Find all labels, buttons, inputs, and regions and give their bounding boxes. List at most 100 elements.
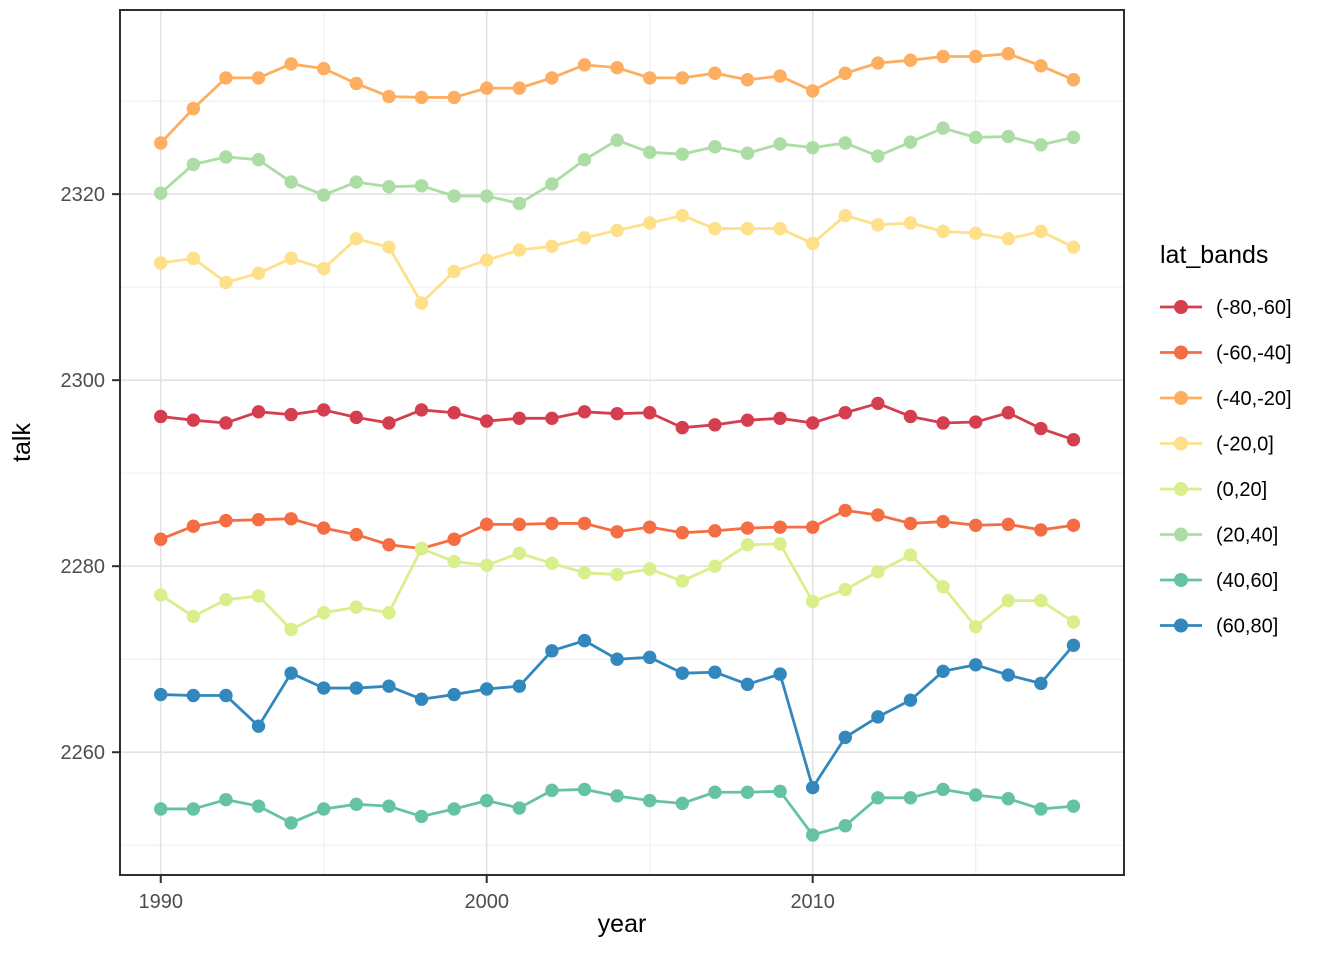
legend-item: (20,40]	[1160, 525, 1278, 547]
series-point-2	[871, 56, 885, 70]
series-point-4	[545, 556, 559, 571]
series-point-1	[773, 520, 787, 534]
series-point-6	[1066, 799, 1081, 813]
series-point-0	[1066, 433, 1081, 447]
series-point-5	[186, 157, 201, 172]
series-point-0	[936, 416, 950, 430]
series-point-4	[740, 538, 755, 552]
series-point-0	[577, 405, 592, 419]
legend-item-label: (-60,-40]	[1216, 343, 1292, 365]
series-point-3	[447, 264, 461, 279]
series-point-1	[219, 513, 233, 528]
series-point-6	[545, 783, 559, 798]
series-point-4	[1034, 593, 1048, 608]
series-point-7	[773, 667, 787, 681]
series-point-4	[903, 548, 918, 562]
series-point-6	[382, 799, 396, 813]
legend-item-label: (60,80]	[1216, 616, 1278, 638]
series-point-2	[968, 49, 983, 64]
series-point-7	[643, 650, 657, 665]
series-point-1	[480, 517, 494, 532]
series-point-4	[936, 579, 950, 594]
legend-item-label: (-40,-20]	[1216, 388, 1292, 410]
series-point-2	[773, 69, 787, 83]
series-point-3	[968, 226, 983, 240]
series-point-7	[317, 681, 331, 695]
series-point-5	[838, 136, 852, 150]
series-point-0	[740, 413, 755, 427]
series-point-1	[577, 516, 592, 531]
series-point-3	[545, 239, 559, 253]
legend-item: (-20,0]	[1160, 434, 1274, 456]
series-point-1	[903, 516, 918, 531]
series-point-4	[382, 606, 396, 620]
series-point-2	[740, 73, 755, 87]
series-point-6	[838, 819, 852, 833]
series-point-2	[1001, 47, 1015, 61]
series-point-4	[284, 622, 298, 637]
series-point-0	[480, 414, 494, 428]
legend-item: (0,20]	[1160, 479, 1267, 501]
series-point-0	[871, 396, 885, 411]
legend-item-label: (-80,-60]	[1216, 297, 1292, 319]
series-point-6	[1001, 792, 1015, 806]
series-point-1	[675, 526, 690, 540]
legend-key-point-icon	[1174, 436, 1188, 451]
series-point-3	[610, 223, 624, 238]
series-point-2	[838, 66, 852, 80]
series-point-1	[512, 517, 527, 532]
series-point-0	[284, 407, 298, 422]
legend-key-point-icon	[1174, 482, 1188, 496]
series-point-3	[643, 216, 657, 230]
series-point-7	[577, 633, 592, 648]
series-point-6	[936, 782, 950, 797]
series-point-3	[1001, 232, 1015, 246]
x-tick-label: 1990	[138, 891, 183, 913]
series-point-7	[414, 692, 429, 706]
series-point-6	[773, 784, 787, 798]
series-point-1	[251, 512, 266, 527]
series-point-1	[1066, 518, 1081, 532]
series-point-5	[610, 133, 624, 147]
series-point-3	[577, 231, 592, 245]
series-point-4	[805, 594, 820, 609]
series-point-0	[903, 409, 918, 424]
series-point-7	[186, 688, 201, 703]
legend-key-point-icon	[1174, 300, 1188, 314]
series-point-6	[251, 799, 266, 813]
series-point-6	[1034, 802, 1048, 816]
series-point-2	[512, 81, 527, 95]
panel-background	[120, 10, 1124, 875]
series-point-1	[186, 519, 201, 533]
series-point-5	[773, 137, 787, 151]
series-point-4	[643, 562, 657, 576]
series-point-2	[284, 57, 298, 71]
series-point-0	[512, 411, 527, 426]
series-point-4	[154, 588, 168, 602]
series-point-2	[610, 60, 624, 75]
series-point-2	[577, 58, 592, 72]
legend-item: (-60,-40]	[1160, 343, 1292, 365]
series-point-4	[1001, 593, 1015, 608]
series-point-2	[675, 71, 690, 85]
x-tick-label: 2000	[464, 891, 509, 913]
series-point-3	[414, 296, 429, 310]
series-point-0	[773, 411, 787, 426]
series-point-5	[1001, 129, 1015, 144]
series-point-5	[251, 153, 266, 167]
series-point-3	[903, 216, 918, 230]
series-point-1	[610, 525, 624, 539]
legend-key-point-icon	[1174, 618, 1188, 633]
series-point-2	[317, 61, 331, 76]
series-point-6	[740, 785, 755, 799]
series-point-6	[805, 828, 820, 842]
series-point-6	[903, 791, 918, 805]
series-point-5	[284, 175, 298, 189]
series-point-5	[1066, 130, 1081, 145]
series-point-5	[545, 177, 559, 191]
series-point-0	[414, 403, 429, 417]
series-point-4	[773, 537, 787, 551]
series-point-5	[154, 186, 168, 200]
series-point-1	[708, 524, 722, 538]
series-point-4	[512, 546, 527, 560]
